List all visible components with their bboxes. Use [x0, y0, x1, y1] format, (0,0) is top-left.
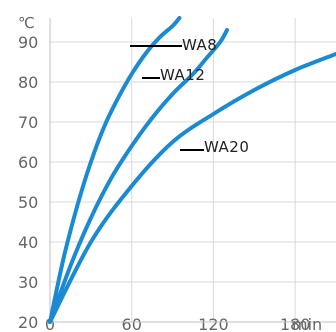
- series-label-wa12: WA12: [160, 66, 205, 84]
- series-line-wa20: [48, 52, 336, 324]
- y-tick-label: 20: [18, 313, 38, 332]
- y-axis-label: ℃: [18, 14, 35, 32]
- series-labels: WA8 WA12 WA20: [130, 36, 249, 156]
- x-tick-label: 60: [122, 315, 142, 332]
- y-tick-label: 30: [18, 273, 38, 292]
- y-tick-label: 40: [18, 233, 38, 252]
- grid: [49, 18, 336, 323]
- x-tick-label: 180: [280, 315, 311, 332]
- series-label-wa8: WA8: [182, 36, 217, 54]
- series-line-wa12: [48, 28, 229, 324]
- x-axis-label: min: [292, 315, 322, 332]
- series-line-wa8: [48, 16, 182, 324]
- y-tick-label: 60: [18, 153, 38, 172]
- x-tick-label: 120: [198, 315, 229, 332]
- y-tick-label: 90: [18, 33, 38, 52]
- y-tick-label: 80: [18, 73, 38, 92]
- y-tick-label: 70: [18, 113, 38, 132]
- series-lines: [48, 16, 336, 324]
- series-label-wa20: WA20: [204, 138, 249, 156]
- y-tick-label: 50: [18, 193, 38, 212]
